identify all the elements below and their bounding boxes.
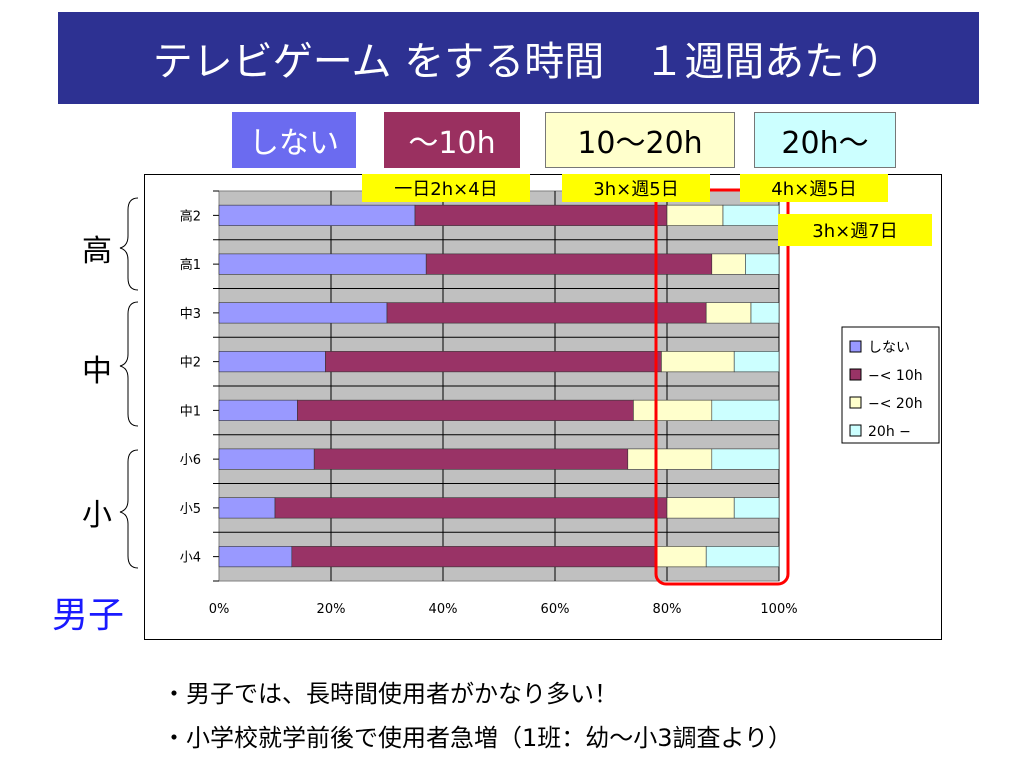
- category-label-under-10h: ～10h: [408, 126, 496, 161]
- bar-小5-2: [666, 497, 735, 519]
- bar-小5-3: [733, 497, 780, 519]
- y-tick-label: 小6: [180, 453, 201, 468]
- bar-小5-1: [274, 497, 668, 519]
- bar-中1-0: [218, 399, 298, 421]
- bar-高1-3: [745, 253, 780, 275]
- category-label-over-20h: 20h～: [781, 126, 869, 161]
- x-tick-label: 80%: [653, 602, 682, 617]
- bar-小4-0: [218, 546, 293, 568]
- legend-swatch: [849, 424, 862, 437]
- bullet-2: ・小学校就学前後で使用者急増（1班：幼～小3調査より）: [162, 724, 793, 752]
- x-tick-label: 40%: [429, 602, 458, 617]
- bar-中3-2: [705, 302, 752, 324]
- legend-swatch: [849, 396, 862, 409]
- bar-小4-2: [655, 546, 707, 568]
- category-label-none: しない: [249, 126, 339, 161]
- y-tick-label: 中2: [180, 356, 201, 371]
- category-box-over-20h: 20h～: [754, 112, 896, 168]
- gender-label: 男子: [52, 595, 125, 636]
- bar-中1-1: [297, 399, 634, 421]
- bar-高1-2: [711, 253, 746, 275]
- x-tick-label: 20%: [317, 602, 346, 617]
- bar-中2-2: [661, 351, 735, 373]
- bar-小4-1: [291, 546, 657, 568]
- category-box-10-20h: 10～20h: [545, 112, 735, 168]
- x-tick-label: 0%: [209, 602, 230, 617]
- x-tick-label: 60%: [541, 602, 570, 617]
- slide-title: テレビゲーム をする時間 １週間あたり: [58, 12, 979, 104]
- legend-label: 20h −: [868, 424, 911, 440]
- bar-中1-3: [711, 399, 780, 421]
- note-10-20h-high: 4h×週5日: [740, 174, 888, 202]
- bar-小5-0: [218, 497, 276, 519]
- bar-中2-3: [733, 351, 780, 373]
- bar-小6-2: [627, 448, 713, 470]
- bar-小4-3: [705, 546, 780, 568]
- bar-高2-2: [666, 204, 724, 226]
- category-label-10-20h: 10～20h: [577, 126, 703, 161]
- y-tick-label: 小4: [180, 551, 201, 566]
- y-tick-label: 小5: [180, 502, 201, 517]
- brace-middle: [119, 301, 139, 427]
- chart-frame: 高2 高1 中3 中2 中1 小6 小5 小4 0% 20% 40% 60% 80% 100% しない −< …: [144, 174, 942, 640]
- note-under-10h: 一日2h×4日: [362, 174, 530, 202]
- y-tick-label: 高2: [180, 208, 201, 224]
- bar-高1-1: [425, 253, 713, 275]
- bar-高2-1: [414, 204, 668, 226]
- bar-中2-1: [325, 351, 662, 373]
- bar-小6-3: [711, 448, 780, 470]
- bar-中3-3: [750, 302, 780, 324]
- category-box-under-10h: ～10h: [384, 112, 520, 168]
- bar-中2-0: [218, 351, 326, 373]
- bar-小6-1: [313, 448, 629, 470]
- legend-label: −< 20h: [868, 396, 923, 412]
- y-tick-label: 中3: [180, 307, 201, 322]
- y-tick-label: 中1: [180, 404, 201, 419]
- y-tick-label: 高1: [180, 257, 201, 273]
- bar-高2-0: [218, 204, 416, 226]
- legend-label: −< 10h: [868, 368, 923, 384]
- brace-elementary: [119, 449, 139, 569]
- bar-中1-2: [633, 399, 713, 421]
- bar-高1-0: [218, 253, 427, 275]
- legend-swatch: [849, 340, 862, 353]
- group-label-middle: 中: [82, 354, 112, 389]
- bullet-1: ・男子では、長時間使用者がかなり多い！: [162, 680, 618, 708]
- x-tick-label: 100%: [760, 602, 797, 617]
- legend-swatch: [849, 368, 862, 381]
- group-label-elementary: 小: [82, 498, 112, 533]
- brace-high: [119, 197, 139, 291]
- note-over-20h: 3h×週7日: [778, 214, 932, 246]
- group-braces: [119, 197, 139, 569]
- bar-中3-1: [386, 302, 707, 324]
- note-10-20h-low: 3h×週5日: [562, 174, 710, 202]
- bar-中3-0: [218, 302, 388, 324]
- bar-小6-0: [218, 448, 315, 470]
- group-label-high: 高: [82, 234, 112, 269]
- category-box-none: しない: [232, 112, 356, 168]
- legend-label: しない: [868, 340, 910, 356]
- bar-高2-3: [722, 204, 780, 226]
